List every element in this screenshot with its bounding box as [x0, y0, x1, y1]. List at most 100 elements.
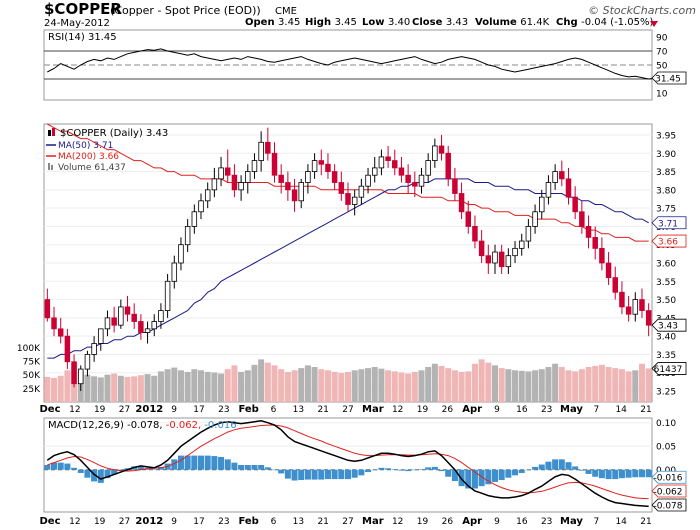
- macd-histogram-bar: [104, 469, 111, 479]
- volume-bar: [605, 367, 612, 402]
- macd-histogram-bar: [271, 469, 278, 471]
- x-tick-label: 14: [615, 405, 627, 415]
- volume-bar: [204, 371, 211, 402]
- volume-tick-label: 50K: [23, 371, 41, 381]
- candle-body: [358, 185, 365, 198]
- macd-histogram-bar: [184, 455, 191, 470]
- last-volume-flag: 61437: [651, 362, 687, 375]
- ma50-legend: MA(50) 3.71: [58, 141, 113, 151]
- x-tick-label: 9: [494, 405, 500, 415]
- ohlc-open: Open 3.45: [245, 17, 300, 28]
- macd-histogram-bar: [525, 469, 532, 471]
- volume-bar: [592, 365, 599, 402]
- price-tick-label: 3.35: [656, 351, 676, 361]
- candle-body: [405, 174, 411, 183]
- macd-histogram-bar: [311, 469, 318, 480]
- candle-body: [445, 152, 451, 180]
- x-tick-label: Dec: [39, 516, 60, 527]
- macd-histogram-bar: [645, 469, 652, 478]
- candle-body: [625, 306, 632, 315]
- volume-bar: [351, 370, 358, 402]
- x-tick-label: 17: [193, 517, 204, 527]
- macd-histogram-bar: [605, 469, 612, 480]
- candle-body: [612, 277, 618, 293]
- ohlc-close: Close 3.43: [412, 17, 468, 28]
- macd-hist-flag-shape: [651, 470, 687, 484]
- macd-histogram-bar: [97, 469, 104, 483]
- volume-bar: [278, 369, 285, 402]
- volume-bar: [618, 369, 625, 402]
- x-tick-label: 21: [317, 405, 328, 415]
- macd-histogram-bar: [445, 469, 452, 477]
- macd-histogram-bar: [478, 469, 485, 487]
- x-tick-label: May: [560, 404, 583, 415]
- candle-body: [345, 193, 351, 205]
- x-tick-label: 27: [342, 405, 353, 415]
- volume-bar: [418, 370, 425, 402]
- macd-histogram-bar: [512, 469, 519, 476]
- candle-body: [118, 306, 124, 326]
- candle-body: [291, 189, 298, 202]
- candle-body: [599, 247, 605, 264]
- chart-instrument-name: (Copper - Spot Price (EOD)): [110, 4, 261, 17]
- candle-body: [492, 251, 498, 264]
- volume-bar: [425, 367, 432, 402]
- macd-signal-line: [47, 424, 649, 500]
- x-tick-label: Dec: [39, 404, 60, 415]
- macd-histogram-bar: [625, 469, 632, 478]
- candle-body: [178, 244, 184, 264]
- macd-histogram-bar: [518, 469, 525, 473]
- x-tick-label: 12: [69, 517, 80, 527]
- volume-bar: [264, 362, 271, 402]
- macd-histogram-bar: [358, 469, 365, 476]
- volume-bar: [144, 374, 151, 402]
- rsi-legend: RSI(14) 31.45: [48, 32, 117, 43]
- x-tick-label: 21: [640, 405, 651, 415]
- macd-histogram-bar: [344, 469, 352, 480]
- x-tick-label: 13: [293, 405, 304, 415]
- macd-histogram-bar: [251, 465, 258, 470]
- macd-histogram-bar: [298, 469, 305, 481]
- rsi-last-flag-label: 31.45: [655, 74, 681, 84]
- price-tick-label: 3.95: [656, 131, 676, 141]
- macd-histogram-bar: [485, 469, 492, 485]
- macd-histogram-bar: [91, 469, 98, 482]
- macd-histogram-bar: [318, 469, 325, 480]
- x-tick-label: 27: [342, 517, 353, 527]
- macd-histogram-bar: [57, 462, 64, 470]
- ma200-legend: MA(200) 3.66: [58, 152, 119, 162]
- macd-histogram-bar: [398, 469, 405, 471]
- volume-bar: [378, 368, 385, 402]
- candle-body: [164, 280, 171, 311]
- volume-bar: [224, 369, 231, 402]
- candle-body: [465, 211, 472, 227]
- macd-histogram-bar: [284, 469, 291, 479]
- rsi-tick-label: 90: [656, 34, 668, 44]
- volume-bar: [385, 370, 392, 402]
- candle-body: [158, 310, 164, 322]
- candle-body: [398, 167, 405, 176]
- x-tick-label: 19: [94, 405, 106, 415]
- rsi-last-flag-shape: [651, 71, 687, 85]
- candle-body: [498, 251, 505, 268]
- candle-body: [64, 335, 71, 363]
- candle-body: [418, 174, 425, 187]
- macd-histogram-bar: [618, 469, 625, 479]
- candle-body: [331, 171, 338, 183]
- x-tick-label: 21: [317, 517, 328, 527]
- candle-body: [452, 178, 458, 194]
- x-tick-label: 21: [640, 517, 651, 527]
- volume-bar: [358, 369, 365, 402]
- macd-histogram-bar: [231, 462, 238, 470]
- macd-histogram-bar: [191, 455, 198, 470]
- candle-body: [224, 167, 231, 176]
- macd-histogram-bar: [538, 464, 545, 470]
- candle-body: [278, 174, 284, 183]
- volume-bar: [97, 377, 104, 402]
- rsi-line: [47, 48, 656, 80]
- macd-histogram-bar: [391, 469, 398, 470]
- price-legend-symbol: $COPPER (Daily) 3.43: [60, 128, 168, 139]
- x-tick-label: 12: [392, 517, 403, 527]
- macd-histogram-bar: [572, 466, 579, 470]
- price-tick-label: 3.55: [656, 278, 676, 288]
